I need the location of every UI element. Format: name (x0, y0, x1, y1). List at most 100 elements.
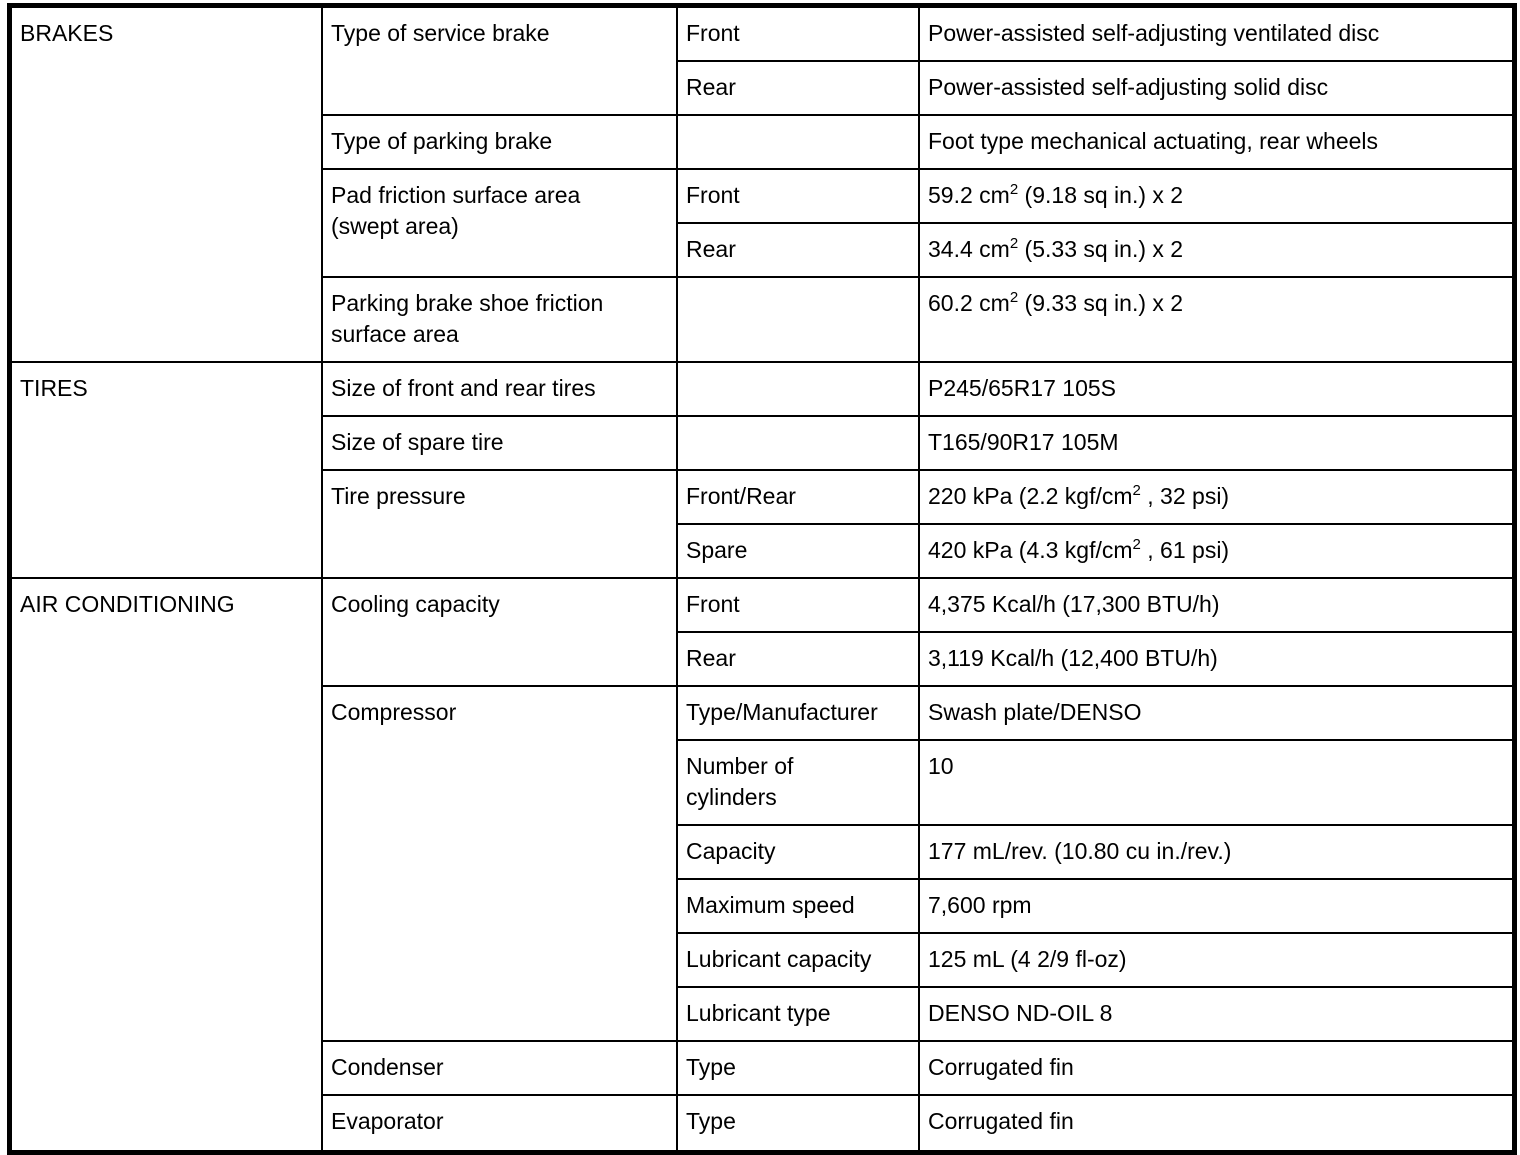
position-text: Lubricant type (686, 1000, 831, 1026)
position-text: Lubricant capacity (686, 946, 872, 972)
spec-position-label: Front (678, 170, 920, 224)
item-text: Pad friction surface area (swept area) (331, 182, 581, 239)
value-text-post: (9.18 sq in.) x 2 (1018, 182, 1184, 208)
spec-item-label: Cooling capacity (323, 579, 678, 687)
value-text: 420 kPa (4.3 kgf/cm (928, 537, 1133, 563)
value-text: Foot type mechanical actuating, rear whe… (928, 128, 1379, 154)
spec-item-label: Pad friction surface area (swept area) (323, 170, 678, 278)
value-text: Corrugated fin (928, 1054, 1074, 1080)
section-label-brakes: BRAKES (12, 8, 323, 363)
item-text: Size of front and rear tires (331, 375, 596, 401)
position-text: Front (686, 20, 740, 46)
value-superscript: 2 (1009, 181, 1019, 198)
position-text: Rear (686, 74, 736, 100)
value-superscript: 2 (1009, 289, 1019, 306)
table-row: Capacity 177 mL/rev. (10.80 cu in./rev.) (12, 826, 1512, 880)
spec-position-label: Spare (678, 525, 920, 579)
spec-value: 10 (920, 741, 1512, 826)
spec-position-label (678, 417, 920, 471)
spec-item-label: Type of parking brake (323, 116, 678, 170)
section-label: AIR CONDITIONING (20, 591, 235, 617)
spec-item-label: Size of front and rear tires (323, 363, 678, 417)
value-superscript: 2 (1132, 536, 1141, 553)
section-label-tires: TIRES (12, 363, 323, 579)
spec-position-label (678, 363, 920, 417)
spec-value: 220 kPa (2.2 kgf/cm2 , 32 psi) (920, 471, 1512, 525)
table-row: AIR CONDITIONING Cooling capacity Front … (12, 579, 1512, 1150)
value-text: 4,375 Kcal/h (17,300 BTU/h) (928, 591, 1220, 617)
position-text: Type (686, 1108, 736, 1134)
spec-position-label (678, 116, 920, 170)
value-text-post: , 61 psi) (1140, 537, 1230, 563)
spec-value: Power-assisted self-adjusting ventilated… (920, 8, 1512, 62)
section-label: TIRES (20, 375, 88, 401)
value-text: 177 mL/rev. (10.80 cu in./rev.) (928, 838, 1232, 864)
table-row: Evaporator Type Corrugated fin (12, 1096, 1512, 1150)
item-text: Parking brake shoe friction surface area (331, 290, 604, 347)
spec-value: 420 kPa (4.3 kgf/cm2 , 61 psi) (920, 525, 1512, 579)
position-text: Rear (686, 236, 736, 262)
spec-value: 7,600 rpm (920, 880, 1512, 934)
value-text-post: (9.33 sq in.) x 2 (1018, 290, 1184, 316)
spec-item-label: Compressor (323, 687, 678, 1042)
spec-item-label: Type of service brake (323, 8, 678, 116)
section-label: BRAKES (20, 20, 114, 46)
spec-value: 177 mL/rev. (10.80 cu in./rev.) (920, 826, 1512, 880)
value-text: 34.4 cm (928, 236, 1010, 262)
spec-value: Power-assisted self-adjusting solid disc (920, 62, 1512, 116)
spec-value: Foot type mechanical actuating, rear whe… (920, 116, 1512, 170)
spec-value: T165/90R17 105M (920, 417, 1512, 471)
table-row: Spare 420 kPa (4.3 kgf/cm2 , 61 psi) (12, 525, 1512, 579)
position-text: Number of cylinders (686, 753, 794, 810)
table-row: Rear 34.4 cm2 (5.33 sq in.) x 2 (12, 224, 1512, 278)
table-row: Rear 3,119 Kcal/h (12,400 BTU/h) (12, 633, 1512, 687)
value-text: Power-assisted self-adjusting solid disc (928, 74, 1329, 100)
position-text: Front (686, 591, 740, 617)
spec-position-label: Maximum speed (678, 880, 920, 934)
spec-position-label: Type (678, 1042, 920, 1096)
spec-value: Corrugated fin (920, 1042, 1512, 1096)
table-row: Pad friction surface area (swept area) F… (12, 170, 1512, 278)
table-row: Lubricant capacity 125 mL (4 2/9 fl-oz) (12, 934, 1512, 988)
table-row: Condenser Type Corrugated fin (12, 1042, 1512, 1096)
table-row: Rear Power-assisted self-adjusting solid… (12, 62, 1512, 116)
spec-value: DENSO ND-OIL 8 (920, 988, 1512, 1042)
spec-value: 59.2 cm2 (9.18 sq in.) x 2 (920, 170, 1512, 224)
spec-value: 125 mL (4 2/9 fl-oz) (920, 934, 1512, 988)
position-text: Front (686, 182, 740, 208)
table-row: Parking brake shoe friction surface area… (12, 278, 1512, 363)
table-row: Size of spare tire T165/90R17 105M (12, 417, 1512, 471)
position-text: Rear (686, 645, 736, 671)
spec-value: P245/65R17 105S (920, 363, 1512, 417)
spec-item-label: Evaporator (323, 1096, 678, 1150)
spec-item-label: Parking brake shoe friction surface area (323, 278, 678, 363)
position-text: Spare (686, 537, 748, 563)
item-text: Tire pressure (331, 483, 466, 509)
value-text: 10 (928, 753, 954, 779)
value-text: Corrugated fin (928, 1108, 1074, 1134)
item-text: Cooling capacity (331, 591, 500, 617)
spec-position-label: Lubricant type (678, 988, 920, 1042)
table-row: Tire pressure Front/Rear 220 kPa (2.2 kg… (12, 471, 1512, 579)
value-text: 7,600 rpm (928, 892, 1032, 918)
table-row: Compressor Type/Manufacturer Swash plate… (12, 687, 1512, 1042)
spec-position-label: Type (678, 1096, 920, 1150)
spec-value: 34.4 cm2 (5.33 sq in.) x 2 (920, 224, 1512, 278)
item-text: Compressor (331, 699, 457, 725)
spec-position-label: Lubricant capacity (678, 934, 920, 988)
spec-position-label (678, 278, 920, 363)
spec-position-label: Number of cylinders (678, 741, 920, 826)
value-text-post: , 32 psi) (1140, 483, 1230, 509)
value-text: 59.2 cm (928, 182, 1010, 208)
value-superscript: 2 (1132, 482, 1141, 499)
spec-item-label: Condenser (323, 1042, 678, 1096)
position-text: Capacity (686, 838, 776, 864)
spec-value: Swash plate/DENSO (920, 687, 1512, 741)
value-text: Swash plate/DENSO (928, 699, 1142, 725)
spec-position-label: Type/Manufacturer (678, 687, 920, 741)
spec-position-label: Capacity (678, 826, 920, 880)
spec-position-label: Rear (678, 224, 920, 278)
value-text: 60.2 cm (928, 290, 1010, 316)
item-text: Size of spare tire (331, 429, 504, 455)
value-text: 3,119 Kcal/h (12,400 BTU/h) (928, 645, 1218, 671)
